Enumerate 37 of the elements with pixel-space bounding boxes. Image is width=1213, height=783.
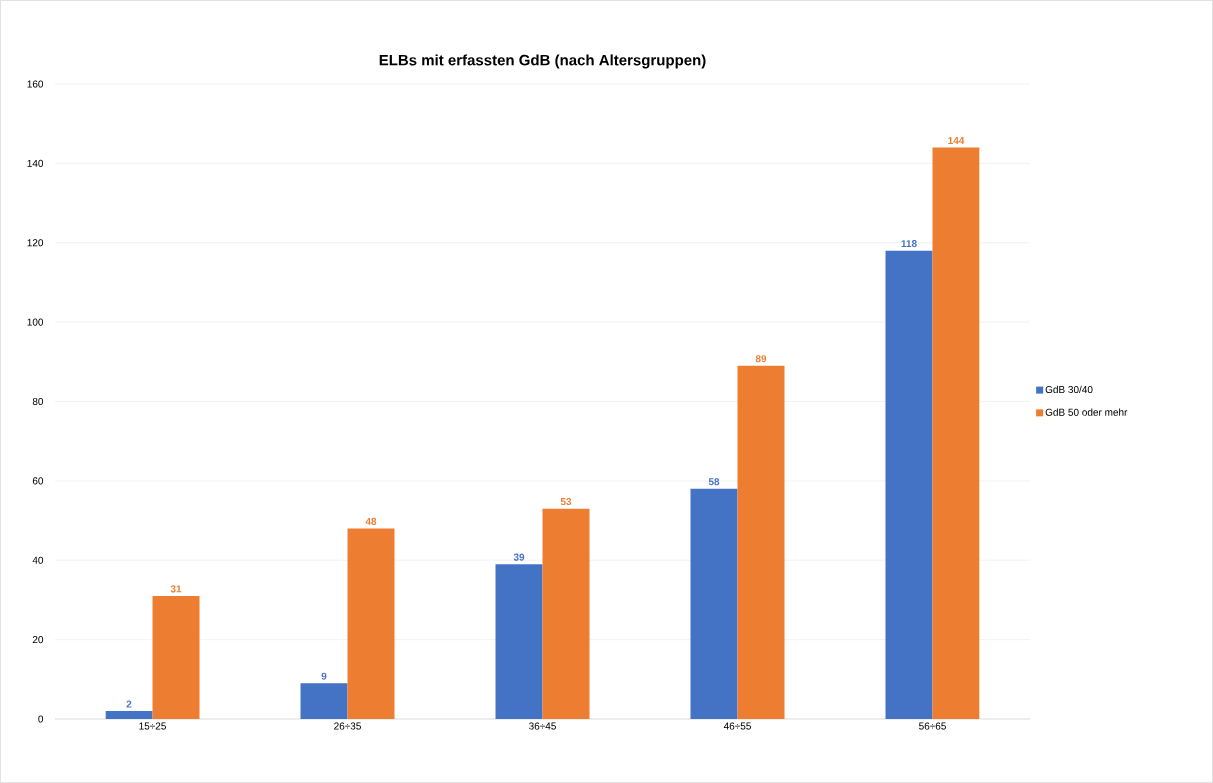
bar — [495, 564, 543, 719]
x-tick-label: 56÷65 — [919, 722, 946, 730]
bar — [300, 683, 348, 719]
y-tick-label: 100 — [27, 318, 44, 326]
data-label: 2 — [126, 700, 132, 708]
legend-label: GdB 50 oder mehr — [1045, 408, 1128, 416]
y-tick-label: 160 — [27, 80, 44, 88]
data-label: 31 — [170, 585, 182, 593]
data-label: 9 — [321, 672, 327, 680]
data-label: 58 — [708, 478, 720, 486]
data-label: 118 — [901, 240, 917, 248]
x-tick-label: 46÷55 — [723, 722, 751, 730]
x-tick-label: 15÷25 — [139, 722, 166, 730]
bar — [932, 147, 980, 719]
data-label: 89 — [755, 355, 767, 363]
x-tick-label: 36÷45 — [529, 722, 556, 730]
bar — [152, 595, 200, 719]
bar — [347, 528, 395, 719]
data-label: 144 — [948, 137, 965, 144]
y-tick-label: 20 — [32, 636, 44, 644]
bar — [885, 250, 933, 719]
y-tick-label: 80 — [32, 397, 44, 406]
data-label: 53 — [560, 498, 572, 506]
bar — [105, 711, 153, 719]
y-tick-label: 120 — [27, 239, 44, 247]
y-tick-label: 40 — [32, 556, 44, 564]
bar — [690, 488, 738, 719]
data-label: 48 — [365, 517, 377, 525]
y-tick-label: 0 — [38, 715, 44, 723]
y-tick-label: 60 — [32, 477, 44, 485]
data-label: 39 — [513, 553, 525, 561]
bar — [542, 508, 590, 719]
x-tick-label: 26÷35 — [334, 722, 361, 730]
bar — [737, 365, 785, 719]
y-tick-label: 140 — [27, 159, 44, 167]
legend-label: GdB 30/40 — [1045, 385, 1093, 394]
chart-title: ELBs mit erfassten GdB (nach Altersgruppen) — [379, 54, 706, 69]
